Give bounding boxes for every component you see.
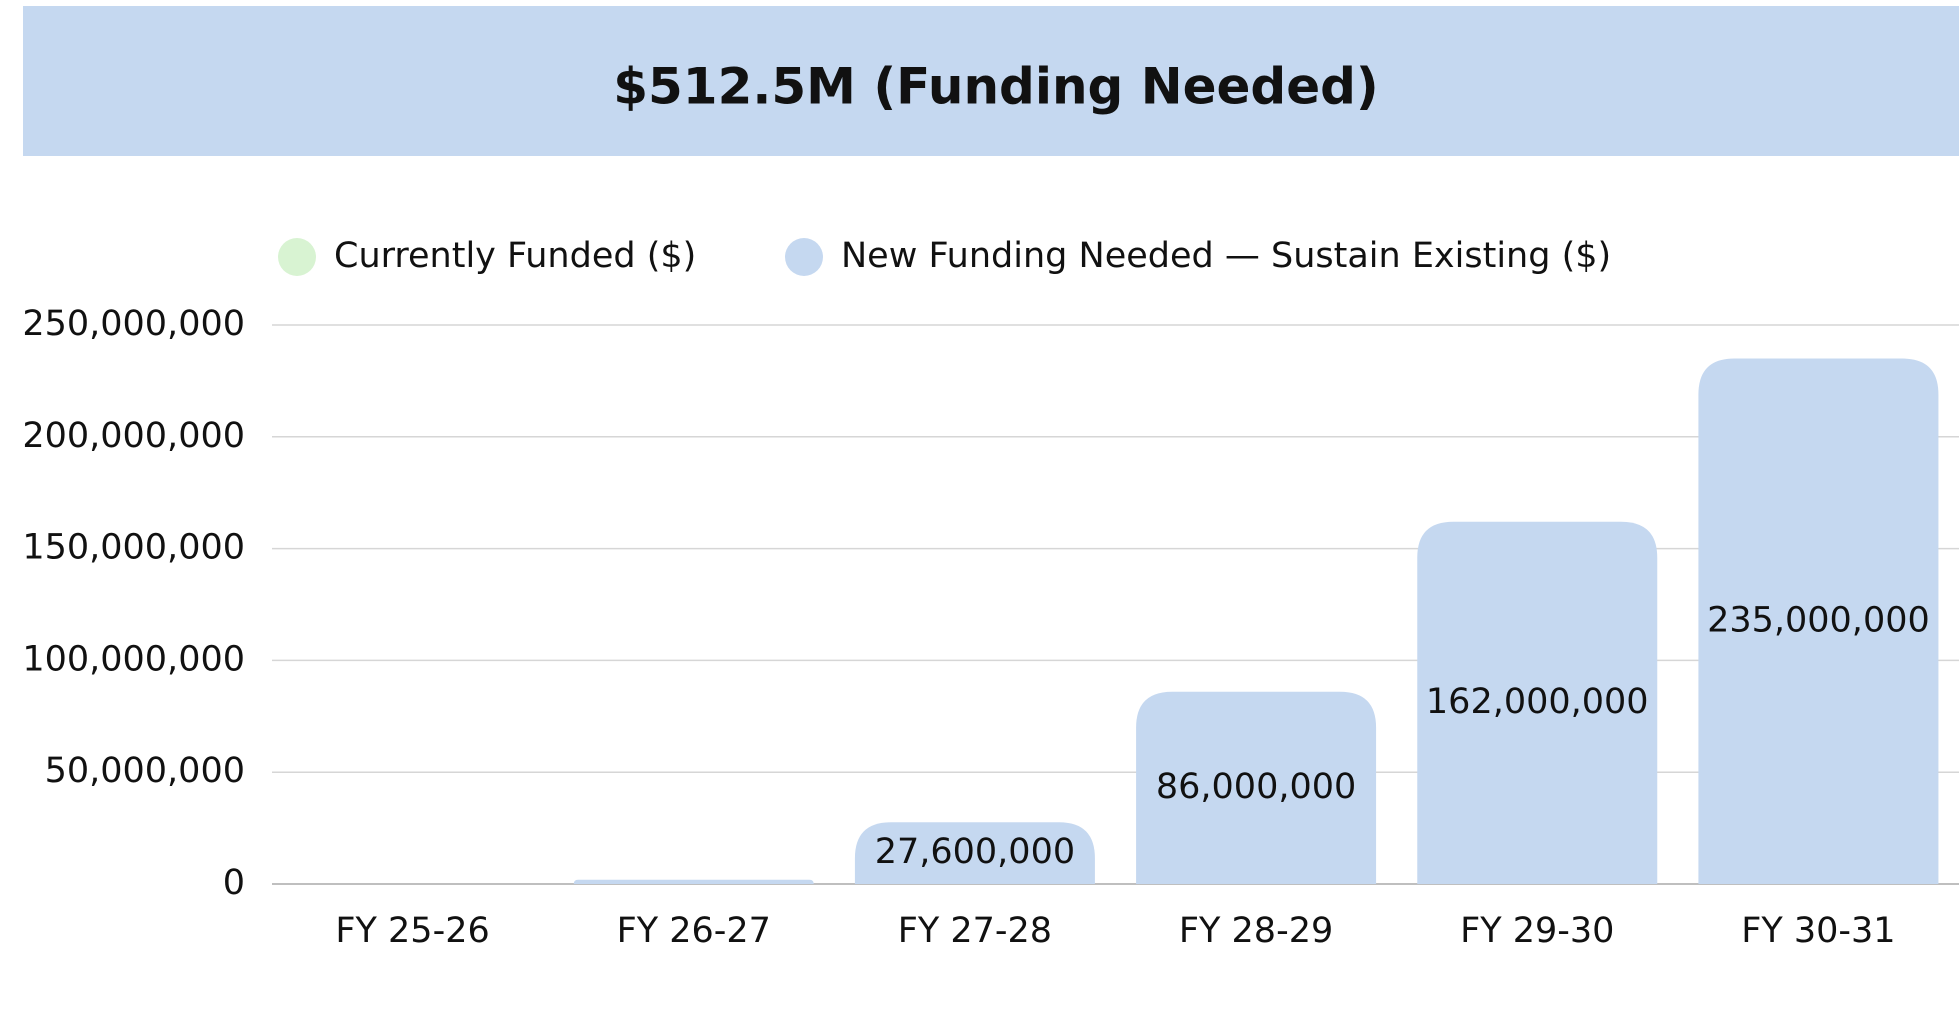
title-band bbox=[23, 6, 1959, 156]
legend-swatch bbox=[278, 238, 316, 276]
data-label: 27,600,000 bbox=[875, 832, 1075, 872]
data-label: 162,000,000 bbox=[1426, 682, 1649, 722]
x-tick-label: FY 28-29 bbox=[1179, 911, 1333, 951]
bar bbox=[1698, 358, 1939, 884]
legend-swatch bbox=[785, 238, 823, 276]
x-tick-label: FY 29-30 bbox=[1460, 911, 1614, 951]
x-tick-label: FY 30-31 bbox=[1741, 911, 1895, 951]
y-tick-label: 0 bbox=[223, 863, 245, 903]
legend-label: New Funding Needed — Sustain Existing ($… bbox=[841, 236, 1611, 276]
chart-title: $512.5M (Funding Needed) bbox=[613, 58, 1379, 116]
y-tick-label: 50,000,000 bbox=[45, 751, 245, 791]
y-tick-label: 250,000,000 bbox=[22, 304, 245, 344]
bar bbox=[573, 879, 814, 884]
bar bbox=[854, 822, 1095, 884]
data-label: 235,000,000 bbox=[1707, 600, 1930, 640]
y-tick-label: 150,000,000 bbox=[22, 528, 245, 568]
x-tick-label: FY 26-27 bbox=[617, 911, 771, 951]
x-tick-label: FY 25-26 bbox=[335, 911, 489, 951]
y-tick-label: 200,000,000 bbox=[22, 416, 245, 456]
y-tick-label: 100,000,000 bbox=[22, 639, 245, 679]
bar bbox=[1417, 521, 1658, 884]
x-tick-label: FY 27-28 bbox=[898, 911, 1052, 951]
bar bbox=[1136, 691, 1377, 884]
legend-label: Currently Funded ($) bbox=[334, 236, 696, 276]
data-label: 86,000,000 bbox=[1156, 767, 1356, 807]
